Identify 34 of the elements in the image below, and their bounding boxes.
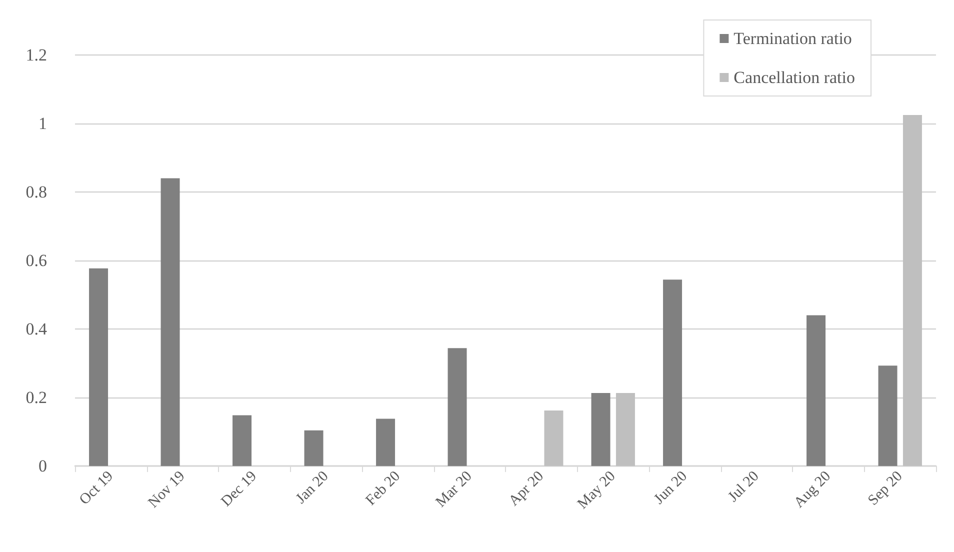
y-tick-label: 0.4 [26, 320, 48, 338]
y-tick-label: 1 [38, 114, 47, 133]
y-tick-label: 1.2 [26, 46, 47, 64]
x-tick-label: Oct 19 [76, 468, 117, 508]
bar [160, 178, 180, 466]
bar [591, 393, 610, 466]
y-tick-label: 0.8 [26, 182, 47, 202]
legend-label: Termination ratio [734, 29, 852, 48]
bar [902, 114, 922, 466]
x-tick-label: Dec 19 [218, 468, 260, 510]
x-tick-label: Mar 20 [433, 468, 476, 511]
bar [89, 268, 108, 466]
bar [663, 280, 682, 466]
bar [806, 315, 826, 466]
x-tick-label: Sep 20 [865, 468, 906, 509]
x-tick-label: Aug 20 [791, 468, 834, 512]
bar [232, 415, 252, 466]
bar [616, 393, 635, 466]
bar [304, 430, 324, 466]
x-tick-label: Jul 20 [725, 468, 762, 506]
bar [544, 410, 564, 466]
x-tick-label: Jan 20 [293, 468, 332, 508]
y-tick-label: 0.6 [26, 251, 47, 270]
x-tick-label: Nov 19 [145, 468, 188, 512]
x-tick-label: Jun 20 [651, 468, 691, 508]
y-tick-label: 0 [38, 456, 47, 476]
bar [878, 366, 898, 466]
legend-label: Cancellation ratio [734, 68, 856, 87]
x-tick-label: Apr 20 [506, 468, 548, 510]
x-tick-label: Feb 20 [363, 468, 404, 509]
x-tick-label: May 20 [574, 468, 619, 512]
y-tick-label: 0.2 [26, 388, 47, 407]
bar [376, 418, 396, 466]
bar [448, 348, 467, 466]
